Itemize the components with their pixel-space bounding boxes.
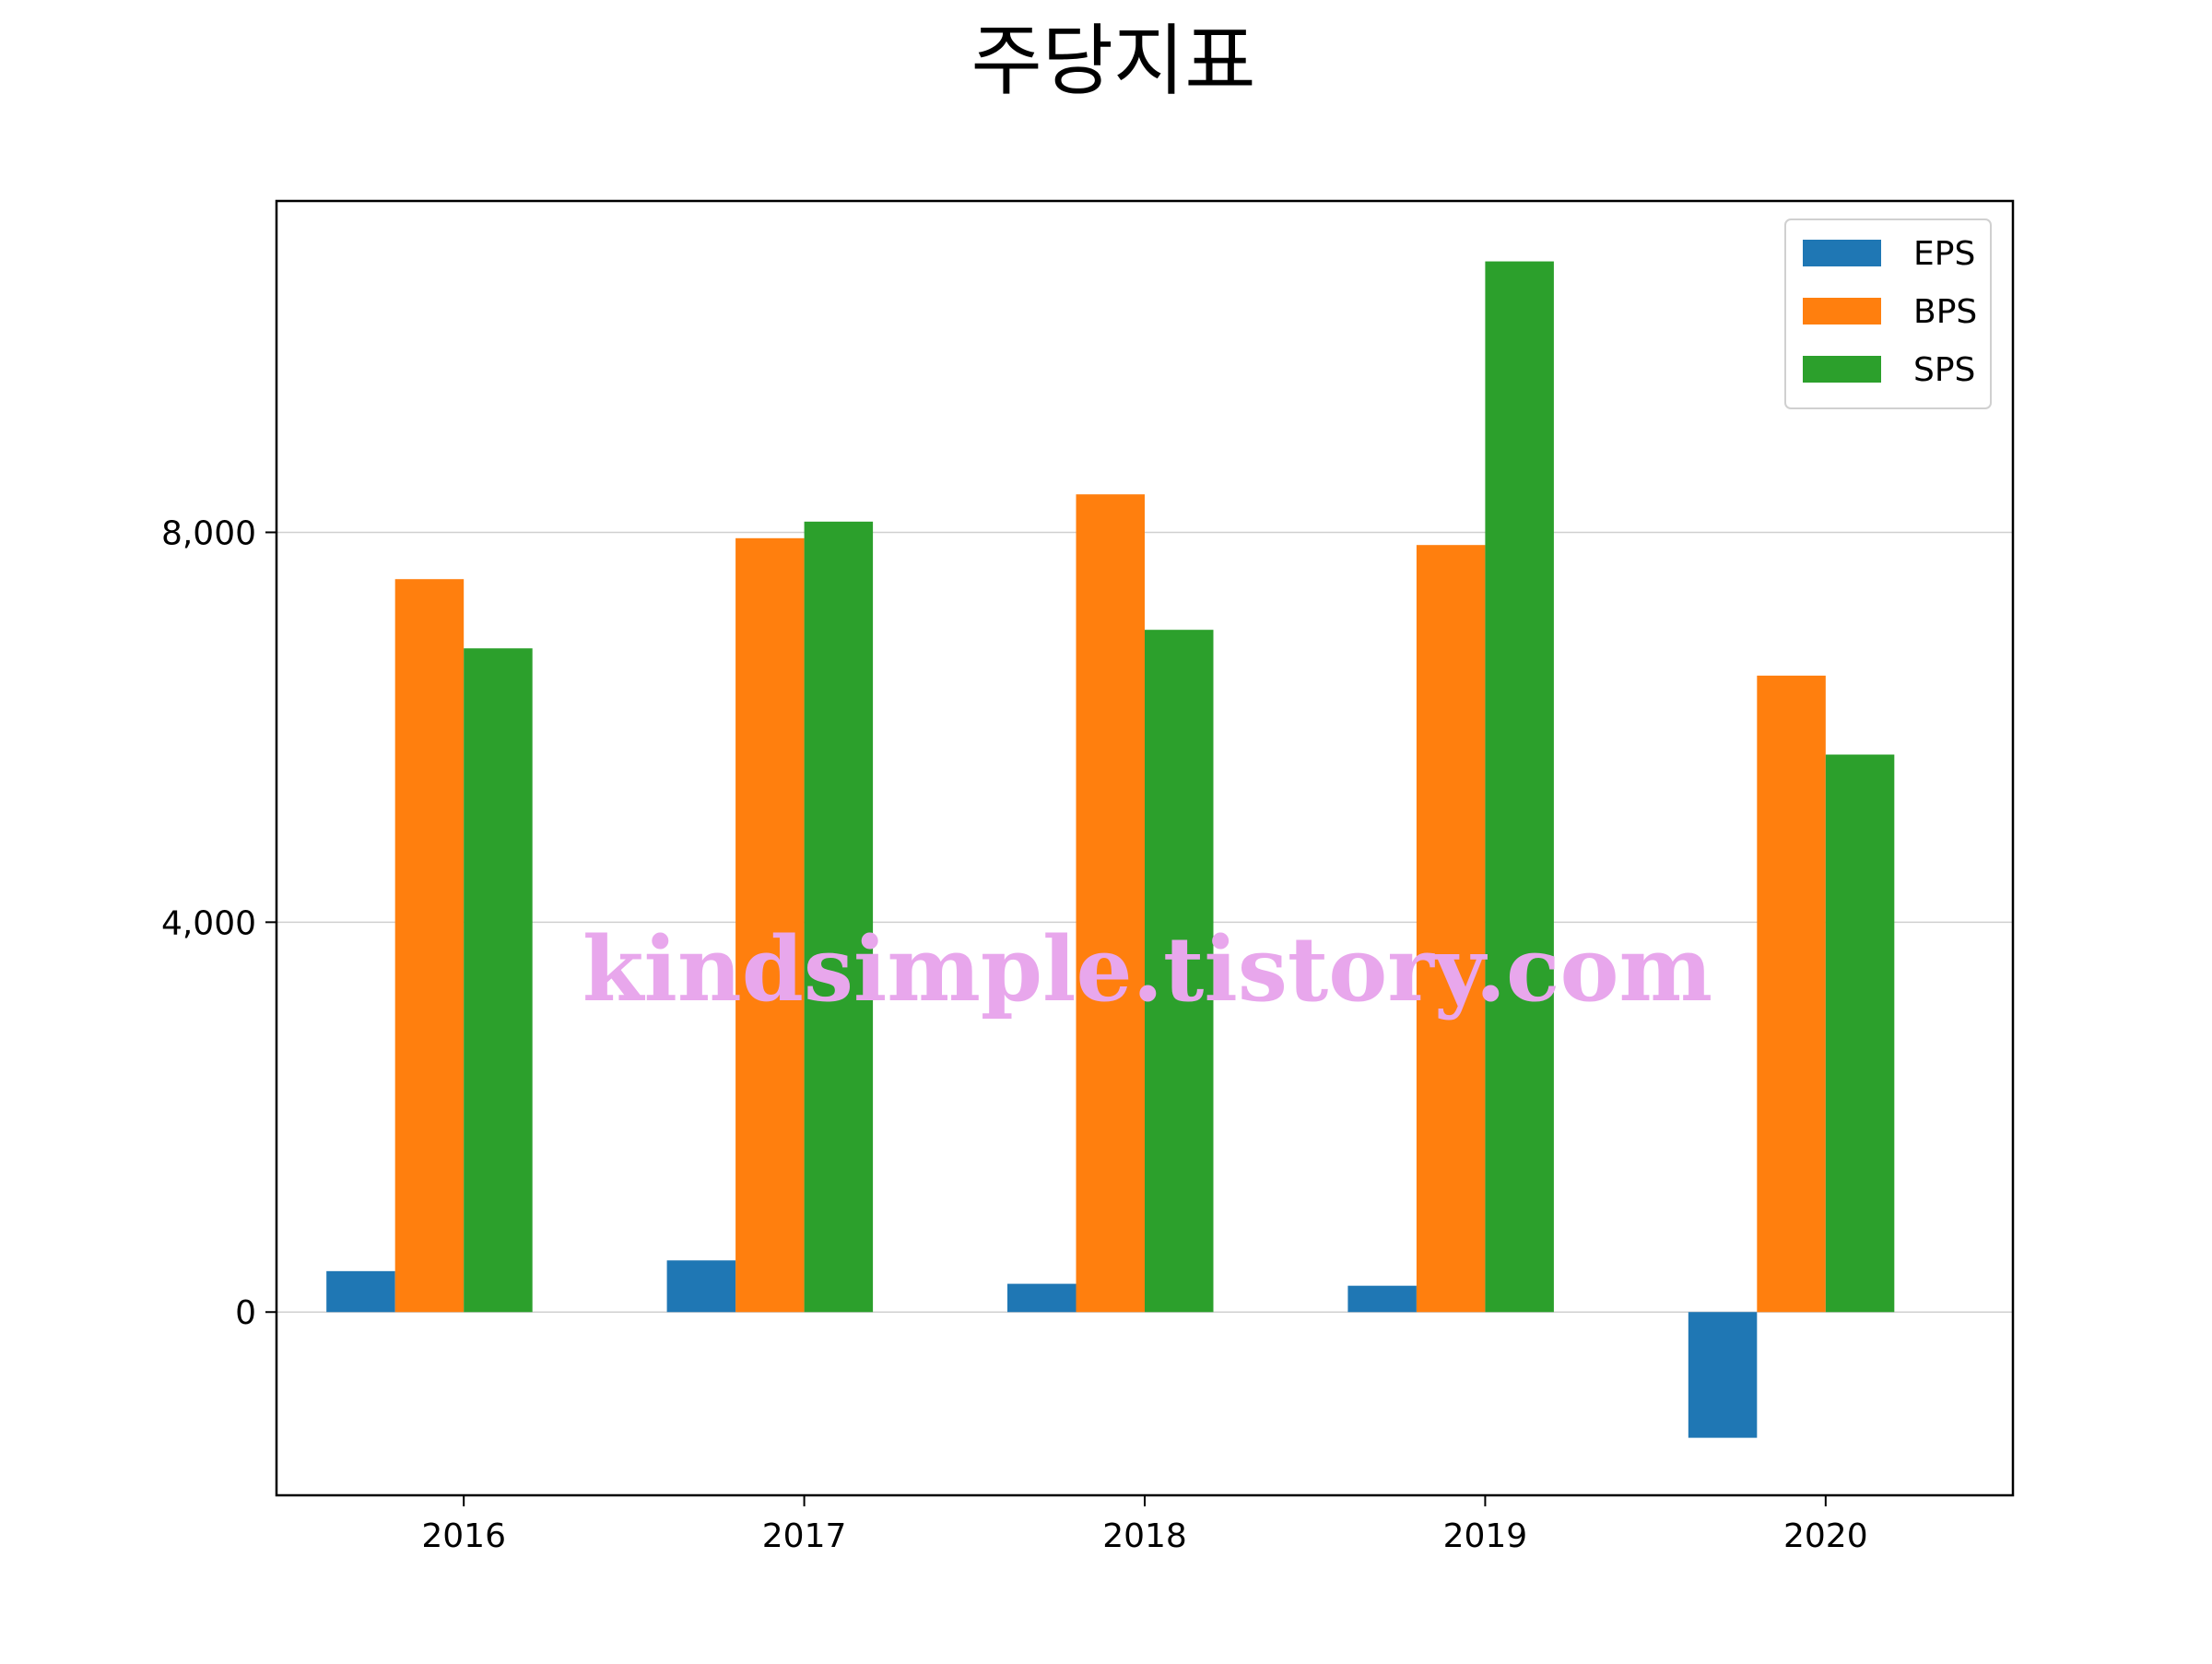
bar-sps-2017	[804, 521, 874, 1313]
y-tick-label: 8,000	[161, 514, 256, 552]
bar-eps-2019	[1347, 1285, 1417, 1313]
x-tick-label: 2017	[762, 1517, 847, 1555]
bar-bps-2019	[1416, 545, 1486, 1313]
x-axis: 2016 2017 2018 2019 2020	[421, 1495, 1868, 1555]
bar-sps-2016	[464, 648, 533, 1313]
bar-bps-2020	[1757, 675, 1826, 1313]
y-axis: 0 4,000 8,000	[161, 514, 276, 1332]
legend-label-eps: EPS	[1913, 235, 1975, 273]
legend-label-sps: SPS	[1913, 351, 1975, 389]
y-tick-label: 0	[235, 1294, 256, 1332]
x-tick-label: 2016	[421, 1517, 506, 1555]
bar-eps-2017	[666, 1260, 736, 1313]
bar-eps-2020	[1688, 1312, 1758, 1438]
chart-title: 주당지표	[971, 16, 1255, 106]
bar-sps-2020	[1825, 754, 1895, 1313]
bars	[326, 261, 1895, 1438]
legend: EPS BPS SPS	[1784, 218, 1992, 409]
watermark: kindsimple.tistory.com	[582, 917, 1712, 1021]
bar-sps-2018	[1145, 630, 1214, 1313]
bar-sps-2019	[1485, 261, 1554, 1313]
x-tick-label: 2020	[1783, 1517, 1868, 1555]
bar-bps-2017	[735, 537, 805, 1313]
bar-eps-2018	[1007, 1283, 1077, 1313]
legend-swatch-eps	[1803, 240, 1881, 266]
x-tick-label: 2018	[1102, 1517, 1187, 1555]
bar-bps-2016	[394, 579, 465, 1313]
bar-bps-2018	[1076, 494, 1145, 1313]
bar-eps-2016	[326, 1270, 395, 1313]
y-tick-label: 4,000	[161, 904, 256, 942]
x-tick-label: 2019	[1443, 1517, 1528, 1555]
legend-swatch-sps	[1803, 356, 1881, 383]
legend-label-bps: BPS	[1913, 293, 1977, 331]
legend-swatch-bps	[1803, 298, 1881, 325]
